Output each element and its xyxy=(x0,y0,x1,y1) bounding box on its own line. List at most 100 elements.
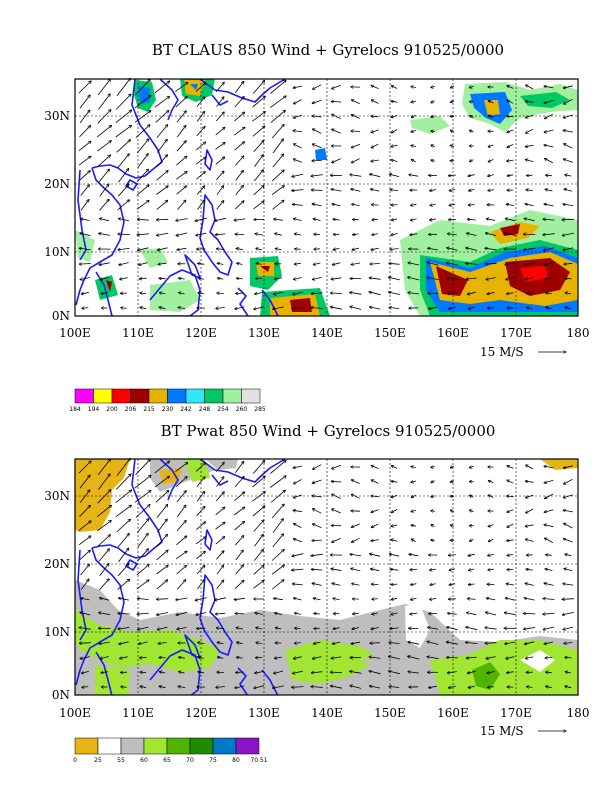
y-tick-label: 0N xyxy=(52,309,70,323)
x-tick-label: 180 xyxy=(567,326,590,340)
colorbar-tick-label: 55 xyxy=(117,757,125,764)
colorbar-tick-label: 254 xyxy=(217,406,229,413)
wind-vector xyxy=(446,278,457,279)
colorbar-tick-label: 70.51 xyxy=(250,757,267,764)
x-tick-label: 160E xyxy=(437,326,469,340)
panel-bottom: BT Pwat 850 Wind + Gyrelocs 910525/0000 xyxy=(44,422,589,764)
colorbar-swatch xyxy=(186,389,205,403)
colorbar-tick-label: 70 xyxy=(186,757,194,764)
wind-vector xyxy=(450,496,454,497)
wind-vector xyxy=(235,234,244,235)
wind-vector xyxy=(217,293,224,294)
colorbar-swatch xyxy=(242,389,261,403)
colorbar-tick-label: 75 xyxy=(209,757,217,764)
colorbar-tick-label: 215 xyxy=(143,406,155,413)
wind-vector xyxy=(330,672,342,673)
wind-vector xyxy=(295,628,301,629)
colorbar-swatch xyxy=(75,738,98,754)
colorbar-tick-label: 80 xyxy=(232,757,240,764)
panel-bottom-title: BT Pwat 850 Wind + Gyrelocs 910525/0000 xyxy=(161,422,496,440)
wind-vector xyxy=(312,160,322,161)
x-tick-label: 110E xyxy=(122,326,154,340)
y-tick-label: 20N xyxy=(44,177,70,191)
wind-vector xyxy=(371,205,378,206)
colorbar-tick-label: 60 xyxy=(140,757,148,764)
wind-vector xyxy=(391,205,398,206)
panel-top: BT CLAUS 850 Wind + Gyrelocs 910525/0000 xyxy=(44,41,589,413)
colorbar-swatch xyxy=(223,389,242,403)
colorbar-swatch xyxy=(190,738,213,754)
colorbar-top: 184 194 200 206 215 230 242 248 254 260 285 xyxy=(69,389,266,413)
colorbar-swatch xyxy=(121,738,144,754)
wind-vector xyxy=(217,672,224,673)
colorbar-tick-label: 242 xyxy=(180,406,192,413)
colorbar-swatch xyxy=(112,389,131,403)
x-tick-label: 140E xyxy=(311,326,343,340)
colorbar-swatch xyxy=(168,389,187,403)
colorbar-tick-label: 184 xyxy=(69,406,81,413)
colorbar-tick-label: 230 xyxy=(162,406,174,413)
x-tick-label: 150E xyxy=(374,706,406,720)
y-tick-label: 30N xyxy=(44,109,70,123)
x-tick-label: 100E xyxy=(59,706,91,720)
wind-vector xyxy=(446,657,457,658)
x-tick-label: 170E xyxy=(500,326,532,340)
map-area-top xyxy=(75,78,578,316)
y-tick-label: 10N xyxy=(44,625,70,639)
colorbar-swatch xyxy=(94,389,113,403)
colorbar-tick-label: 0 xyxy=(73,757,77,764)
wind-vector xyxy=(523,613,535,614)
colorbar-tick-label: 200 xyxy=(106,406,118,413)
x-tick-label: 170E xyxy=(500,706,532,720)
y-tick-label: 20N xyxy=(44,557,70,571)
wind-vector xyxy=(391,584,398,585)
colorbar-swatch xyxy=(236,738,259,754)
y-tick-label: 10N xyxy=(44,245,70,259)
colorbar-tick-label: 194 xyxy=(88,406,100,413)
wind-vector xyxy=(235,613,244,614)
colorbar-tick-label: 206 xyxy=(125,406,137,413)
wind-vector xyxy=(314,628,320,629)
colorbar-swatch xyxy=(149,389,168,403)
y-tick-label: 0N xyxy=(52,688,70,702)
x-tick-label: 140E xyxy=(311,706,343,720)
x-tick-label: 180 xyxy=(567,706,590,720)
colorbar-tick-label: 248 xyxy=(199,406,211,413)
colorbar-tick-label: 285 xyxy=(254,406,266,413)
colorbar-tick-label: 25 xyxy=(94,757,102,764)
colorbar-swatch xyxy=(131,389,150,403)
reference-vector-label: 15 M/S xyxy=(480,345,524,359)
colorbar-swatch xyxy=(213,738,236,754)
reference-vector-bottom: 15 M/S xyxy=(480,724,566,738)
colorbar-swatch xyxy=(167,738,190,754)
reference-vector-label: 15 M/S xyxy=(480,724,524,738)
x-tick-label: 130E xyxy=(248,326,280,340)
map-area-bottom xyxy=(75,458,578,696)
x-tick-label: 160E xyxy=(437,706,469,720)
colorbar-swatch xyxy=(75,389,94,403)
x-tick-label: 130E xyxy=(248,706,280,720)
colorbar-swatch xyxy=(144,738,167,754)
wind-vector xyxy=(450,116,454,117)
x-tick-label: 120E xyxy=(185,706,217,720)
x-tick-label: 150E xyxy=(374,326,406,340)
panel-top-title: BT CLAUS 850 Wind + Gyrelocs 910525/0000 xyxy=(152,41,504,59)
wind-vector xyxy=(314,249,320,250)
x-tick-label: 120E xyxy=(185,326,217,340)
colorbar-swatch xyxy=(98,738,121,754)
y-tick-label: 30N xyxy=(44,489,70,503)
wind-vector xyxy=(295,249,301,250)
wind-vector xyxy=(565,657,572,658)
colorbar-swatch xyxy=(205,389,224,403)
wind-vector xyxy=(330,293,342,294)
x-tick-label: 100E xyxy=(59,326,91,340)
wind-vector xyxy=(565,278,572,279)
x-tick-label: 110E xyxy=(122,706,154,720)
colorbar-tick-label: 260 xyxy=(236,406,248,413)
wind-vector xyxy=(371,584,378,585)
wind-vector xyxy=(312,540,322,541)
reference-vector-top: 15 M/S xyxy=(480,345,566,359)
wind-vector xyxy=(523,234,535,235)
